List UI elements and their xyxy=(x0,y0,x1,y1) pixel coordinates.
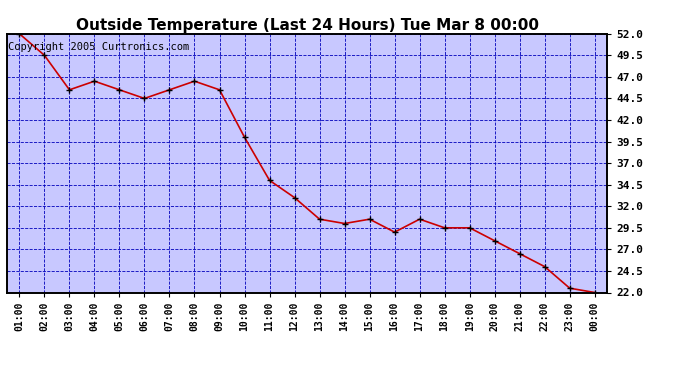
Title: Outside Temperature (Last 24 Hours) Tue Mar 8 00:00: Outside Temperature (Last 24 Hours) Tue … xyxy=(75,18,539,33)
Text: Copyright 2005 Curtronics.com: Copyright 2005 Curtronics.com xyxy=(8,42,189,51)
